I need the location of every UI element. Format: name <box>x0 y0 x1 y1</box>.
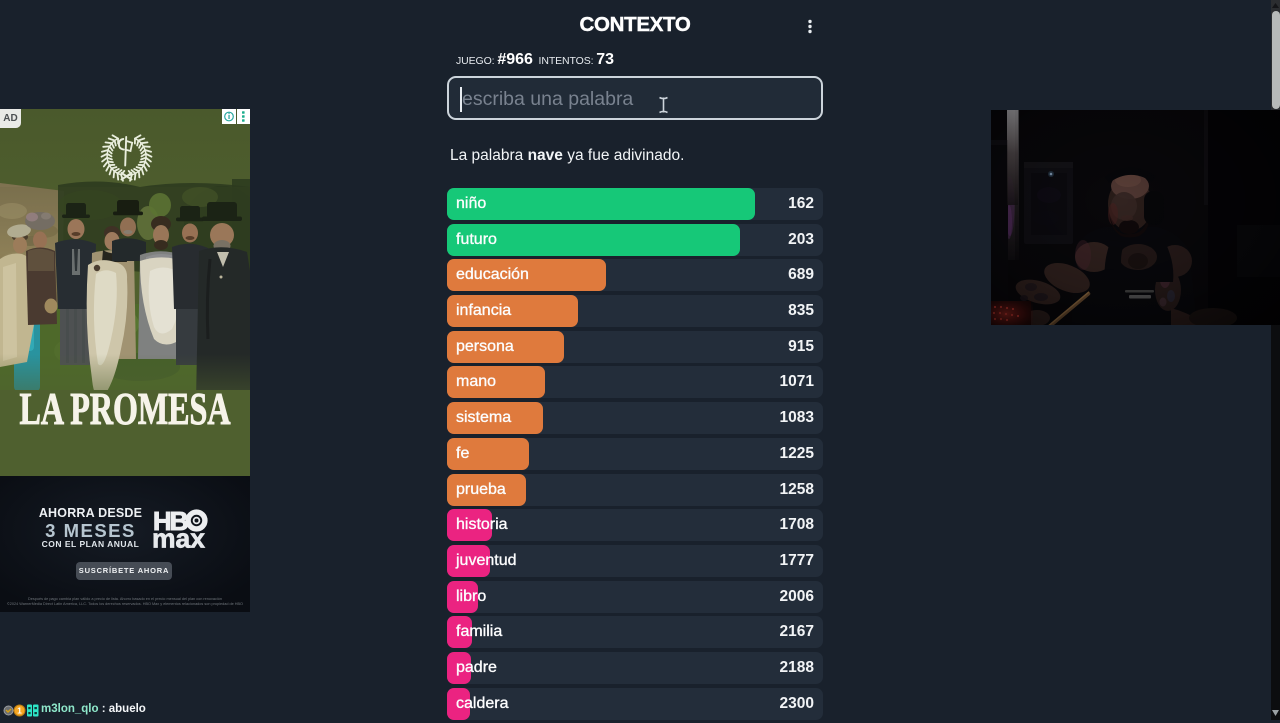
svg-text:LA PROMESA: LA PROMESA <box>20 384 231 434</box>
svg-text:HB: HB <box>153 506 188 536</box>
svg-text:max: max <box>152 524 205 553</box>
svg-text:1: 1 <box>17 706 22 716</box>
